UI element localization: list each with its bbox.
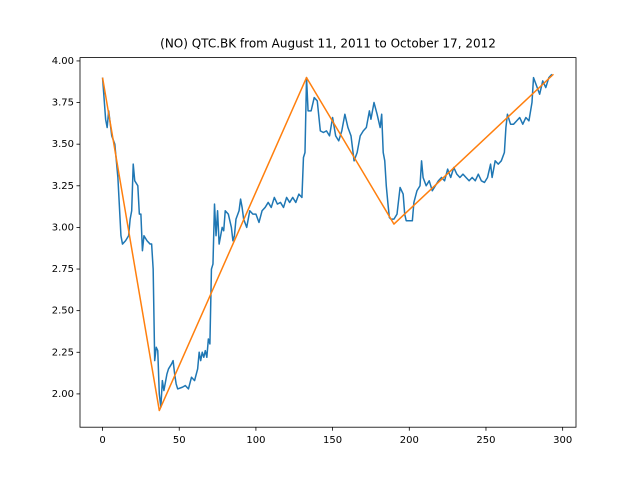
line-series	[101, 73, 554, 412]
x-tick-label: 300	[553, 435, 572, 446]
plot-frame	[79, 57, 577, 428]
y-tick-label: 3.50	[52, 139, 74, 150]
line-series	[101, 73, 553, 408]
y-tick-label: 3.00	[52, 222, 74, 233]
chart-title: (NO) QTC.BK from August 11, 2011 to Octo…	[160, 37, 496, 51]
y-tick-label: 3.25	[52, 181, 74, 192]
y-tick-label: 3.75	[52, 98, 74, 109]
x-tick-label: 200	[400, 435, 419, 446]
x-tick-label: 150	[323, 435, 342, 446]
y-tick-label: 4.00	[52, 56, 74, 67]
y-tick-label: 2.00	[52, 389, 74, 400]
y-tick-label: 2.75	[52, 264, 74, 275]
x-tick-label: 100	[246, 435, 265, 446]
x-tick-label: 250	[476, 435, 495, 446]
x-tick-label: 0	[99, 435, 105, 446]
y-tick-label: 2.50	[52, 306, 74, 317]
x-tick-label: 50	[173, 435, 186, 446]
y-tick-label: 2.25	[52, 347, 74, 358]
